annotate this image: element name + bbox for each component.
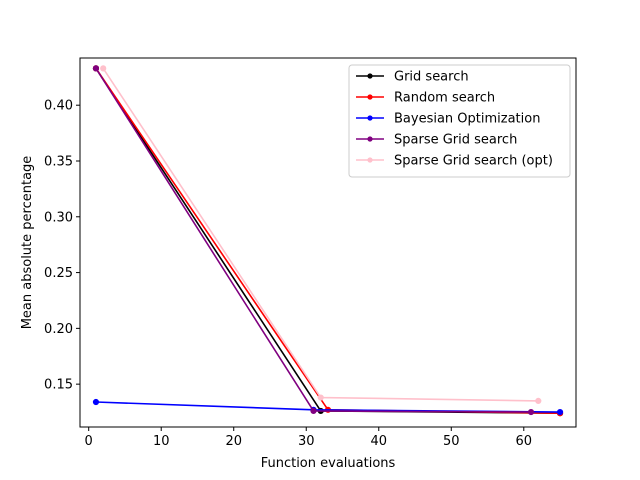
legend-entry: Random search [356, 91, 495, 106]
y-axis: 0.15 0.20 0.25 0.30 0.35 0.40 [44, 99, 80, 393]
data-point [317, 394, 324, 401]
x-tick-label: 20 [225, 434, 242, 449]
x-tick-label: 60 [516, 434, 533, 449]
legend: Grid search Random search Bayesian Optimiz… [348, 64, 571, 178]
plot-frame [79, 57, 577, 428]
y-tick-label: 0.40 [44, 99, 73, 114]
x-tick-label: 30 [298, 434, 315, 449]
legend-marker [367, 136, 373, 142]
legend-label: Sparse Grid search (opt) [394, 154, 553, 169]
x-tick-label: 10 [153, 434, 170, 449]
legend-label: Grid search [394, 70, 469, 85]
x-tick-label: 40 [370, 434, 387, 449]
x-axis: 0 10 20 30 40 50 60 [85, 427, 533, 449]
y-axis-label: Mean absolute percentage [20, 156, 35, 330]
data-point [527, 408, 535, 416]
data-point [535, 397, 542, 404]
y-tick-label: 0.30 [44, 210, 73, 225]
legend-entry: Sparse Grid search [356, 133, 517, 148]
y-tick-label: 0.20 [44, 322, 73, 337]
y-tick-label: 0.15 [44, 378, 73, 393]
y-tick-label: 0.35 [44, 154, 73, 169]
series-5 [100, 65, 542, 404]
series-layer [92, 65, 564, 417]
series-4 [92, 65, 535, 416]
x-tick-label: 50 [443, 434, 460, 449]
legend-entry: Sparse Grid search (opt) [356, 154, 553, 169]
legend-entry: Grid search [356, 70, 469, 85]
legend-label: Sparse Grid search [394, 133, 517, 148]
legend-box [348, 64, 571, 178]
legend-label: Random search [394, 91, 495, 106]
legend-marker [367, 115, 373, 121]
legend-marker [367, 157, 373, 163]
data-point [556, 408, 564, 416]
legend-entry: Bayesian Optimization [356, 112, 540, 127]
y-tick-label: 0.25 [44, 266, 73, 281]
data-point [92, 398, 100, 406]
data-point [92, 65, 100, 72]
data-point [310, 407, 317, 415]
x-axis-label: Function evaluations [261, 456, 396, 471]
data-point [100, 65, 107, 72]
x-tick-label: 0 [85, 434, 93, 449]
legend-marker [367, 73, 373, 79]
legend-marker [367, 94, 373, 100]
legend-label: Bayesian Optimization [394, 112, 540, 127]
